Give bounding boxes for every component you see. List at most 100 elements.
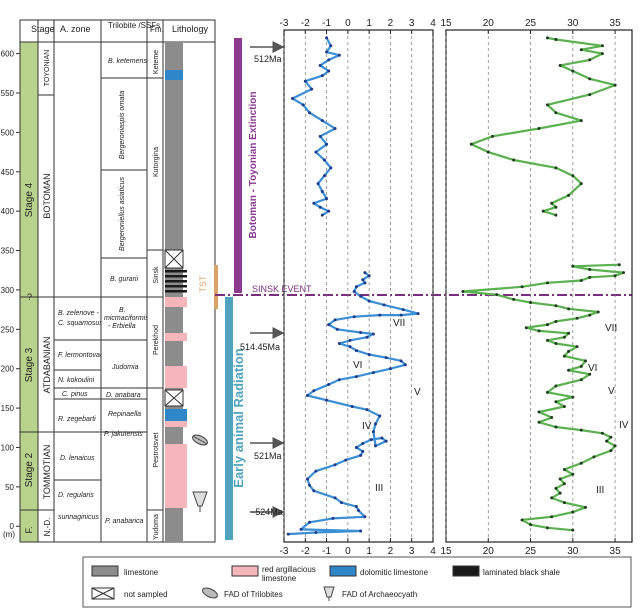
sulfur-data-point	[567, 331, 571, 335]
sulfur-data-point	[545, 281, 549, 285]
sulfur-tick-label-bottom: 20	[483, 546, 495, 557]
azone-squamosus: C. squamosus	[58, 320, 103, 327]
carbon-data-point	[348, 345, 352, 349]
legend-black-shale: laminated black shale	[483, 568, 560, 577]
carbon-data-point	[365, 335, 369, 339]
carbon-data-point	[354, 375, 358, 379]
depth-tick-label: 400	[1, 207, 15, 216]
tst-bar	[214, 265, 218, 309]
sulfur-data-point	[550, 496, 554, 500]
carbon-data-point	[325, 398, 329, 402]
carbon-data-point	[333, 318, 337, 322]
sulfur-data-point	[537, 126, 541, 130]
sulfur-data-point	[596, 310, 600, 314]
header-trilobite: Trilobite /SSFs	[108, 21, 160, 30]
carbon-data-point	[399, 359, 403, 363]
depth-tick-label: 550	[1, 89, 15, 98]
carbon-data-point	[344, 458, 348, 462]
sulfur-tick-label-top: 25	[525, 18, 537, 29]
sulfur-data-point	[592, 455, 596, 459]
sulfur-data-point	[545, 103, 549, 107]
carbon-tick-label-bottom: 3	[409, 546, 415, 557]
sulfur-data-point	[554, 304, 558, 308]
sulfur-data-point	[562, 354, 566, 358]
fm-perekhod: Perekhod	[153, 325, 160, 355]
age-514: 514.45Ma	[240, 342, 280, 352]
carbon-data-point	[357, 508, 360, 512]
extinction-label: Botoman - Toyonian Extinction	[248, 91, 259, 238]
carbon-data-point	[359, 529, 363, 533]
s-label-vi: VI	[588, 363, 597, 374]
c-label-v: V	[414, 387, 421, 398]
sulfur-data-point	[584, 359, 587, 363]
carbon-data-point	[291, 97, 295, 101]
sulfur-data-point	[562, 405, 566, 409]
carbon-data-point	[384, 439, 388, 443]
sulfur-data-point	[600, 431, 604, 435]
depth-unit: (m)	[3, 530, 15, 539]
sulfur-tick-label-top: 20	[483, 18, 495, 29]
header-fm: Fm.	[150, 25, 164, 34]
depth-tick-label: 100	[1, 443, 15, 452]
depth-tick-label: 150	[1, 404, 15, 413]
legend-limestone: limestone	[124, 568, 159, 577]
azone-kokoulini: N. kokoulini	[58, 377, 95, 384]
sulfur-data-point	[579, 364, 583, 368]
carbon-data-point	[320, 119, 324, 123]
carbon-data-point	[354, 445, 358, 449]
sulfur-data-point	[567, 307, 571, 311]
carbon-data-point	[365, 408, 369, 412]
sulfur-data-point	[537, 410, 541, 414]
c-label-vi: VI	[353, 360, 362, 371]
carbon-data-point	[359, 294, 363, 298]
sulfur-data-point	[558, 491, 562, 495]
carbon-tick-label-bottom: -3	[280, 546, 289, 557]
sulfur-data-point	[550, 416, 554, 420]
sulfur-data-point	[617, 263, 621, 267]
carbon-data-point	[320, 213, 324, 217]
sulfur-data-point	[588, 267, 592, 271]
trilobite-fossil-icon	[192, 434, 208, 446]
carbon-data-point	[320, 74, 324, 78]
carbon-data-point	[327, 69, 331, 73]
carbon-tick-label-bottom: 4	[430, 546, 436, 557]
carbon-data-point	[327, 323, 331, 327]
carbon-data-point	[363, 281, 367, 285]
sulfur-data-point	[495, 293, 499, 297]
carbon-tick-label-top: -2	[301, 18, 310, 29]
sulfur-tick-label-bottom: 30	[567, 546, 579, 557]
carbon-data-point	[363, 515, 367, 519]
sulfur-data-point	[491, 134, 494, 138]
sulfur-data-point	[554, 342, 558, 346]
carbon-data-point	[380, 436, 384, 440]
sulfur-data-point	[486, 150, 490, 154]
sulfur-data-point	[579, 461, 583, 465]
carbon-tick-label-bottom: 2	[388, 546, 394, 557]
s-label-vii: VII	[605, 323, 617, 334]
carbon-data-point	[305, 477, 309, 481]
legend-fad-trilobites: FAD of Trilobites	[224, 590, 283, 599]
column-headers: Stage A. zone Trilobite /SSFs Fm. Lithol…	[19, 19, 216, 43]
sulfur-data-point	[613, 274, 617, 278]
sulfur-data-point	[554, 486, 558, 490]
legend-red-1: red argillacious	[262, 565, 316, 574]
tri-repinaella: Repinaella	[108, 411, 141, 418]
event-bars: TST Botoman - Toyonian Extinction Early …	[198, 38, 259, 540]
carbon-frame	[283, 29, 434, 543]
carbon-tick-label-top: -3	[280, 18, 289, 29]
carbon-data-point	[322, 158, 326, 162]
carbon-data-point	[318, 63, 322, 67]
depth-tick-label: 0	[10, 522, 15, 531]
strat-columns: Stage 4 Stage 3 Stage 2 F. ? TOYONIAN BO…	[19, 41, 216, 543]
stage4-label: Stage 4	[24, 182, 35, 217]
carbon-data-point	[333, 496, 337, 500]
tri-jakutensis: P. jakutensis	[104, 431, 143, 438]
fm-pestrotsvet: Pestrotsvet	[153, 432, 160, 467]
s-label-v: V	[608, 386, 615, 397]
age-tommotian: TOMMOTIAN	[42, 445, 52, 500]
sulfur-data-point	[520, 285, 524, 289]
azone-sunnaginicus: sunnaginicus	[58, 514, 99, 521]
sulfur-data-point	[567, 193, 571, 197]
sulfur-data-point	[609, 449, 613, 453]
c-label-iv: IV	[362, 421, 372, 432]
